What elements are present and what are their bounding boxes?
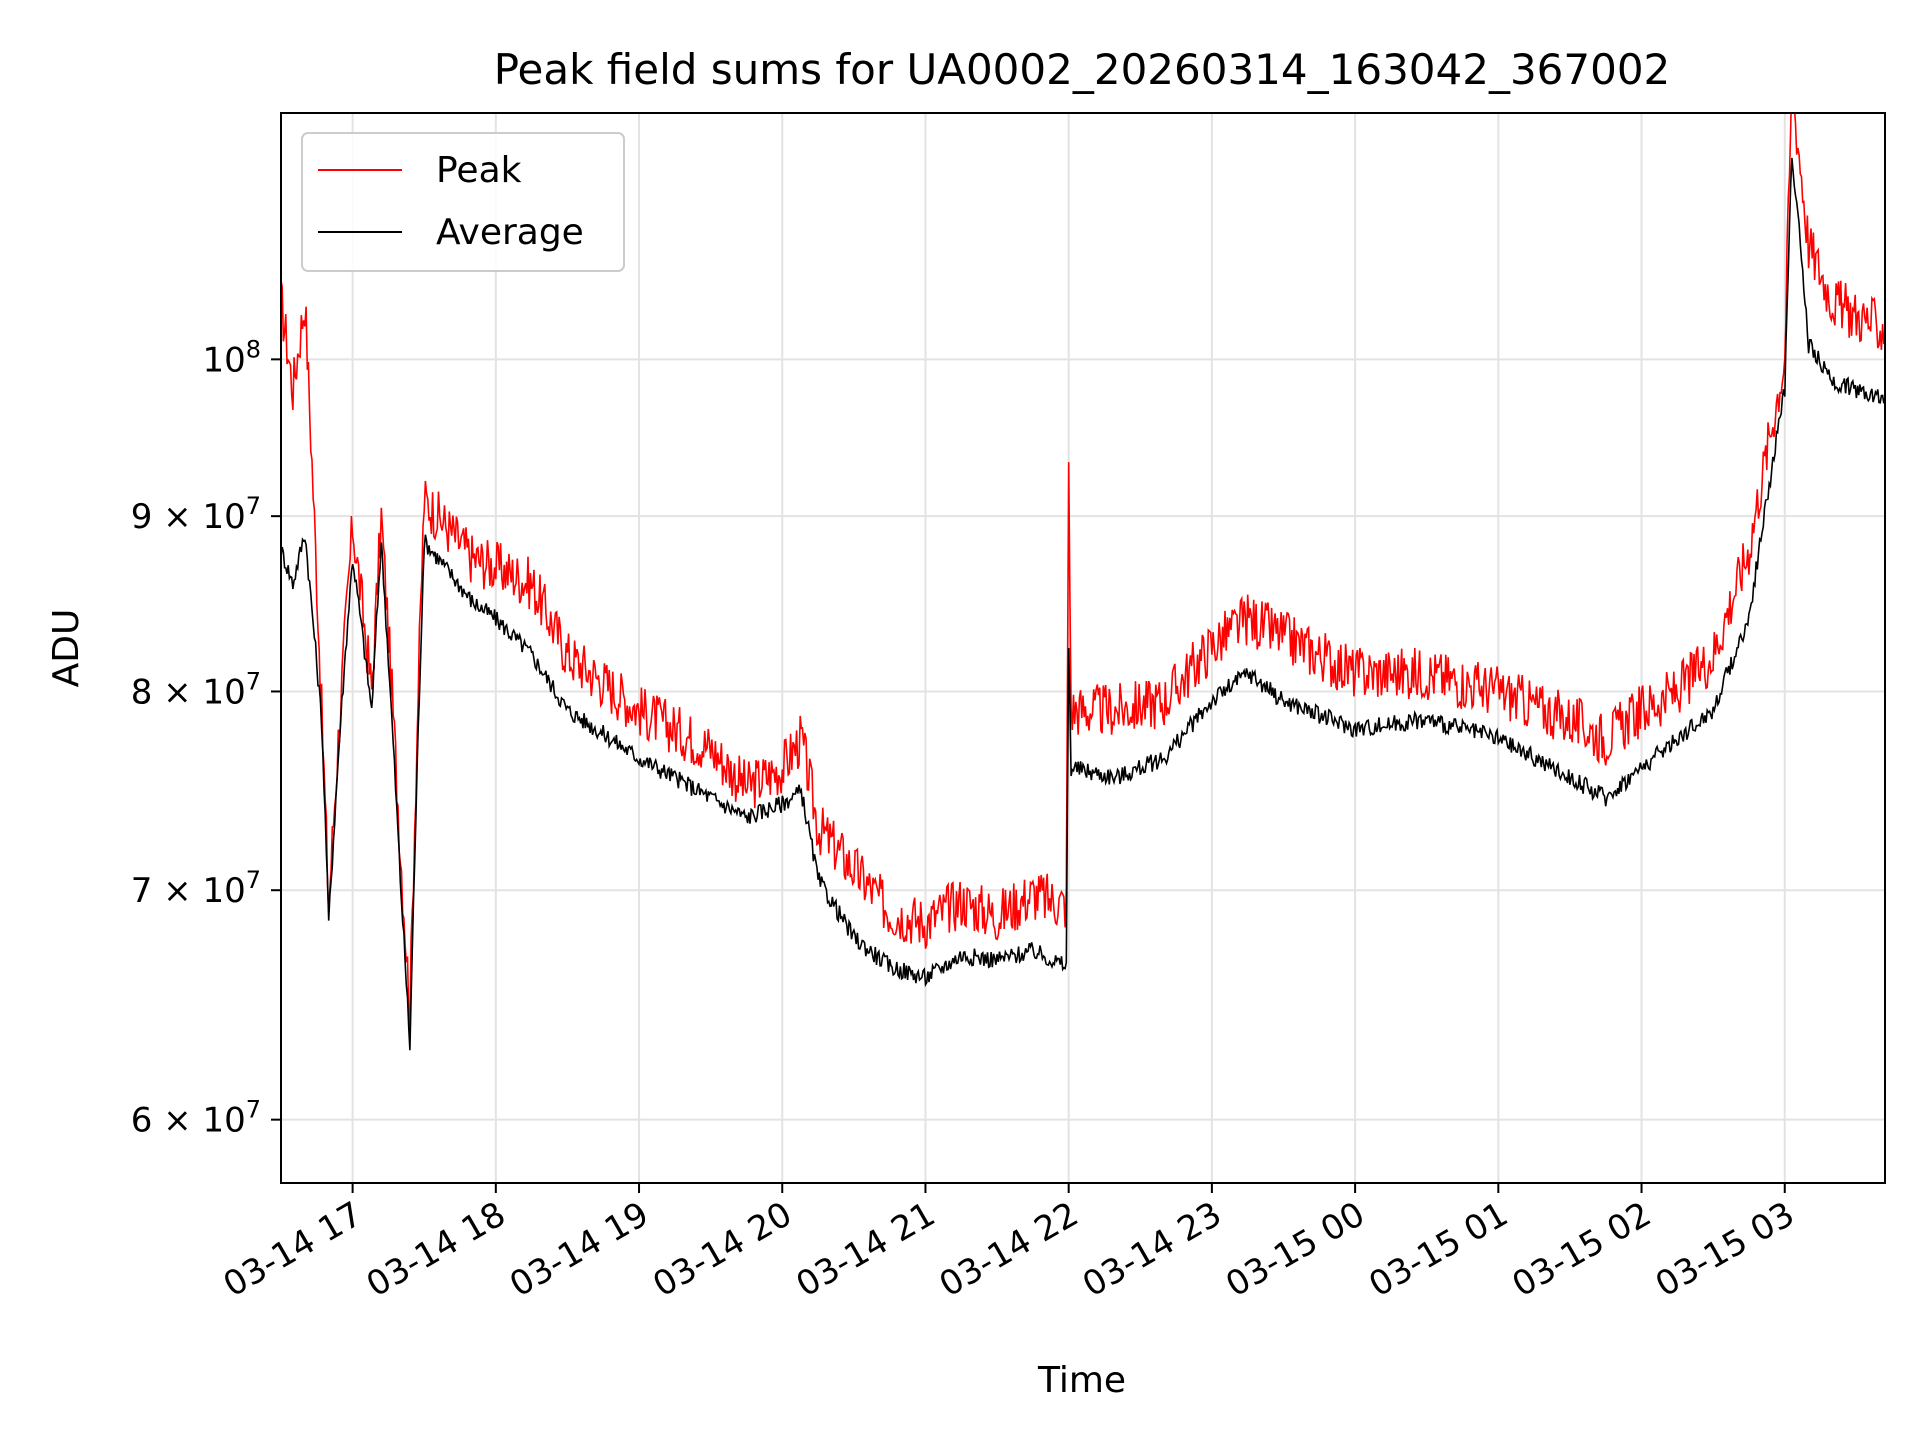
legend-box [301, 132, 625, 272]
x-tick-label: 03-15 01 [1362, 1194, 1514, 1305]
y-axis-title: ADU [46, 609, 87, 688]
x-axis-title: Time [1037, 1360, 1126, 1401]
y-tick-label: 7 × 107 [131, 866, 261, 911]
y-axis: 6 × 107 7 × 107 8 × 107 9 × 107 108 [131, 335, 281, 1141]
x-tick-label: 03-14 21 [790, 1194, 942, 1305]
x-tick-label: 03-15 02 [1506, 1194, 1658, 1305]
y-tick-label: 6 × 107 [131, 1096, 261, 1141]
series-line-average [281, 157, 1885, 1051]
x-tick-label: 03-15 00 [1219, 1194, 1371, 1305]
legend-label-average: Average [436, 212, 584, 253]
x-tick-label: 03-14 23 [1076, 1194, 1228, 1305]
plot-area-frame [280, 112, 1886, 1184]
x-tick-label: 03-14 17 [217, 1194, 369, 1305]
y-tick-label: 8 × 107 [131, 667, 261, 712]
x-tick-label: 03-14 20 [646, 1194, 798, 1305]
x-tick-label: 03-15 03 [1649, 1194, 1801, 1305]
chart-title: Peak field sums for UA0002_20260314_1630… [494, 45, 1671, 94]
series-line-peak [281, 113, 1885, 1033]
y-tick-label: 108 [202, 335, 261, 380]
y-tick-label: 9 × 107 [131, 492, 261, 537]
x-tick-label: 03-14 22 [933, 1194, 1085, 1305]
x-tick-label: 03-14 18 [360, 1194, 512, 1305]
legend-label-peak: Peak [436, 150, 522, 191]
legend: Peak Average [301, 132, 625, 272]
x-tick-label: 03-14 19 [503, 1194, 655, 1305]
series-lines [281, 113, 1885, 1051]
